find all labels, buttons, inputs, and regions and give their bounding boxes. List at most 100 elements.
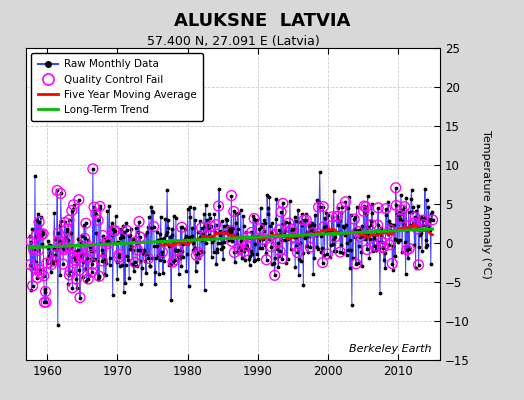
Point <box>93 276 102 282</box>
Point <box>376 232 385 238</box>
Point <box>165 243 173 250</box>
Point <box>419 217 427 223</box>
Point <box>119 289 128 295</box>
Point <box>274 239 282 246</box>
Point <box>352 261 360 267</box>
Point <box>108 292 117 298</box>
Point <box>386 227 394 233</box>
Point <box>40 299 49 306</box>
Point <box>134 228 143 235</box>
Point <box>381 206 390 212</box>
Point <box>69 206 77 212</box>
Point <box>149 223 158 230</box>
Point <box>105 203 113 210</box>
Point <box>212 222 220 228</box>
Point <box>54 230 62 236</box>
Point <box>283 233 291 239</box>
Point <box>404 255 412 261</box>
Point <box>355 226 364 233</box>
Point <box>85 241 94 248</box>
Point <box>407 196 415 202</box>
Point <box>302 217 310 223</box>
Point <box>236 247 244 254</box>
Point <box>190 245 199 251</box>
Point <box>388 260 397 267</box>
Point <box>54 237 63 244</box>
Point <box>183 206 192 212</box>
Point <box>227 192 236 199</box>
Point <box>273 246 281 252</box>
Point <box>161 216 170 222</box>
Point <box>178 248 187 254</box>
Point <box>33 274 41 281</box>
Point <box>167 261 175 267</box>
Point <box>172 215 180 222</box>
Point <box>276 248 284 254</box>
Point <box>155 271 163 277</box>
Point <box>245 262 254 268</box>
Point <box>359 208 368 214</box>
Point <box>375 239 384 246</box>
Point <box>72 276 81 282</box>
Point <box>203 221 211 228</box>
Point <box>237 238 246 244</box>
Point <box>59 242 68 248</box>
Point <box>351 234 359 240</box>
Point <box>57 190 65 197</box>
Point <box>370 236 378 242</box>
Point <box>152 229 161 235</box>
Point <box>227 227 235 234</box>
Point <box>77 254 85 260</box>
Point <box>350 226 358 232</box>
Point <box>40 299 49 306</box>
Point <box>109 226 117 232</box>
Point <box>50 210 59 216</box>
Point <box>259 228 268 234</box>
Point <box>59 261 67 267</box>
Point <box>271 216 280 222</box>
Point <box>224 237 232 243</box>
Point <box>38 240 46 247</box>
Point <box>389 267 398 273</box>
Point <box>285 220 293 226</box>
Point <box>104 240 113 246</box>
Point <box>402 195 410 201</box>
Point <box>366 236 374 242</box>
Point <box>53 187 61 194</box>
Point <box>288 226 296 232</box>
Point <box>412 208 420 214</box>
Point <box>102 260 111 266</box>
Point <box>379 244 387 251</box>
Point <box>395 212 403 218</box>
Point <box>221 229 230 236</box>
Point <box>143 229 151 236</box>
Point <box>227 192 236 199</box>
Point <box>214 239 222 246</box>
Point <box>169 259 177 265</box>
Point <box>219 244 227 250</box>
Point <box>400 221 408 228</box>
Point <box>344 205 352 211</box>
Point <box>386 221 395 228</box>
Point <box>208 254 216 260</box>
Point <box>329 236 337 243</box>
Point <box>193 229 202 235</box>
Point <box>177 263 185 270</box>
Point <box>221 229 229 235</box>
Point <box>143 251 151 258</box>
Point <box>353 228 362 234</box>
Point <box>247 229 256 236</box>
Point <box>346 265 354 271</box>
Point <box>230 249 238 256</box>
Point <box>112 240 121 246</box>
Point <box>39 231 47 237</box>
Point <box>198 225 206 231</box>
Point <box>329 241 337 247</box>
Point <box>122 219 130 226</box>
Point <box>258 245 267 251</box>
Point <box>261 242 269 248</box>
Point <box>63 237 72 244</box>
Point <box>123 227 131 234</box>
Point <box>113 276 122 283</box>
Point <box>53 322 62 328</box>
